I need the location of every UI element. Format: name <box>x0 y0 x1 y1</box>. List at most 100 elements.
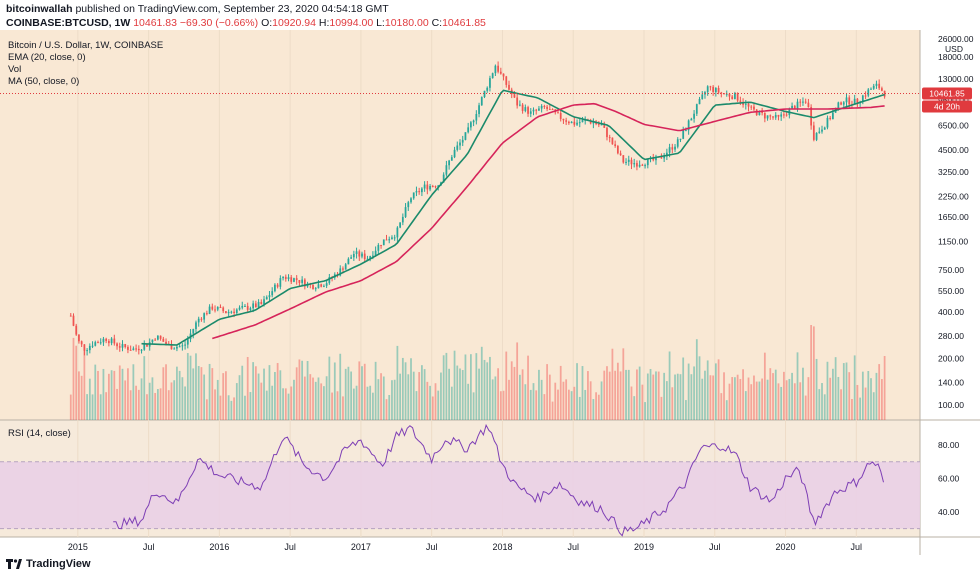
volume-bar <box>450 386 453 420</box>
volume-bar <box>557 389 559 420</box>
volume-bar <box>483 359 486 420</box>
candle-body <box>505 76 508 85</box>
volume-bar <box>252 362 255 420</box>
time-tick-label: 2015 <box>68 542 88 552</box>
volume-bar <box>600 381 603 420</box>
candle-body <box>663 156 666 159</box>
volume-bar <box>611 348 614 420</box>
candle-body <box>867 89 870 96</box>
candle-body <box>837 102 840 108</box>
candle-body <box>116 343 118 347</box>
price-pane[interactable] <box>0 30 920 420</box>
candle-body <box>372 255 374 257</box>
candle-body <box>342 268 344 270</box>
volume-bar <box>731 377 734 420</box>
time-tick-label: 2018 <box>492 542 512 552</box>
author-name[interactable]: bitcoinwallah <box>6 3 73 15</box>
candle-body <box>853 98 856 105</box>
candle-body <box>567 121 570 124</box>
volume-bar <box>257 373 260 420</box>
candle-body <box>848 97 851 105</box>
candle-body <box>287 277 290 279</box>
rsi-legend[interactable]: RSI (14, close) <box>8 428 71 439</box>
volume-bar <box>723 372 725 420</box>
ma-legend[interactable]: MA (50, close, 0) <box>8 76 79 87</box>
volume-bar <box>170 382 173 420</box>
price-tick-label: 26000.00 <box>938 34 974 44</box>
volume-bar <box>118 365 121 420</box>
volume-bar <box>641 384 644 420</box>
volume-bar <box>581 366 584 420</box>
candle-body <box>418 191 421 193</box>
volume-bar <box>336 391 339 420</box>
candle-body <box>475 114 478 121</box>
volume-bar <box>744 391 747 420</box>
candle-body <box>750 106 753 108</box>
symbol-label[interactable]: COINBASE:BTCUSD, 1W <box>6 17 131 29</box>
candle-body <box>753 106 755 110</box>
volume-bar <box>75 345 78 420</box>
volume-bar <box>404 362 407 420</box>
candle-body <box>434 186 437 188</box>
candle-body <box>91 345 94 347</box>
candle-body <box>271 291 274 296</box>
time-axis[interactable]: 2015 Jul 2016 Jul 2017 Jul 2018 Jul 2019 Jul 2020 J… <box>68 542 862 552</box>
candle-body <box>636 163 638 167</box>
price-chart[interactable]: 18000.00 13000.00 9500.00 6500.00 4500.00 325… <box>0 30 980 555</box>
volume-bar <box>91 394 94 420</box>
candle-body <box>105 338 108 341</box>
rsi-axis[interactable]: 80.00 60.00 40.00 <box>938 440 960 517</box>
volume-bar <box>173 380 176 420</box>
volume-bar <box>137 389 140 420</box>
vol-legend[interactable]: Vol <box>8 64 21 75</box>
volume-bar <box>154 392 157 420</box>
candle-body <box>763 112 766 119</box>
volume-bar <box>181 377 184 420</box>
volume-bar <box>546 364 548 420</box>
candle-body <box>652 157 655 161</box>
candle-body <box>603 124 606 128</box>
volume-bar <box>491 379 494 420</box>
price-tick-label: 4500.00 <box>938 145 969 155</box>
volume-bar <box>189 355 192 420</box>
candle-body <box>682 130 685 139</box>
volume-bar <box>301 360 304 420</box>
volume-bar <box>521 369 524 420</box>
volume-bar <box>845 362 848 420</box>
candle-body <box>714 88 717 93</box>
candle-body <box>298 279 301 283</box>
candle-body <box>268 295 271 298</box>
candle-body <box>783 114 785 116</box>
volume-bar <box>225 371 227 420</box>
candle-body <box>878 83 881 89</box>
volume-bar <box>793 383 796 420</box>
volume-bar <box>758 381 761 420</box>
volume-bar <box>505 351 508 420</box>
footer-brand-name[interactable]: TradingView <box>26 558 91 570</box>
candle-body <box>366 258 369 260</box>
volume-bar <box>377 379 380 420</box>
volume-bar <box>516 342 519 420</box>
candle-body <box>140 349 143 351</box>
volume-bar <box>249 392 252 420</box>
candle-body <box>829 117 832 120</box>
candle-body <box>796 101 799 109</box>
volume-bar <box>254 366 257 420</box>
volume-bar <box>646 373 649 420</box>
volume-bar <box>815 358 818 420</box>
volume-bar <box>690 374 693 420</box>
volume-bar <box>241 365 244 420</box>
candle-body <box>856 98 859 104</box>
candle-body <box>173 348 176 350</box>
price-axis[interactable]: 18000.00 13000.00 9500.00 6500.00 4500.00 325… <box>938 52 974 410</box>
ema-legend[interactable]: EMA (20, close, 0) <box>8 52 86 63</box>
volume-bar <box>766 379 769 420</box>
volume-bar <box>573 386 576 420</box>
candle-body <box>227 311 230 314</box>
volume-bar <box>584 389 587 420</box>
volume-bar <box>777 383 780 420</box>
volume-bar <box>627 369 630 420</box>
price-tick-label: 200.00 <box>938 354 964 364</box>
candle-body <box>426 184 429 190</box>
candle-body <box>529 111 532 114</box>
